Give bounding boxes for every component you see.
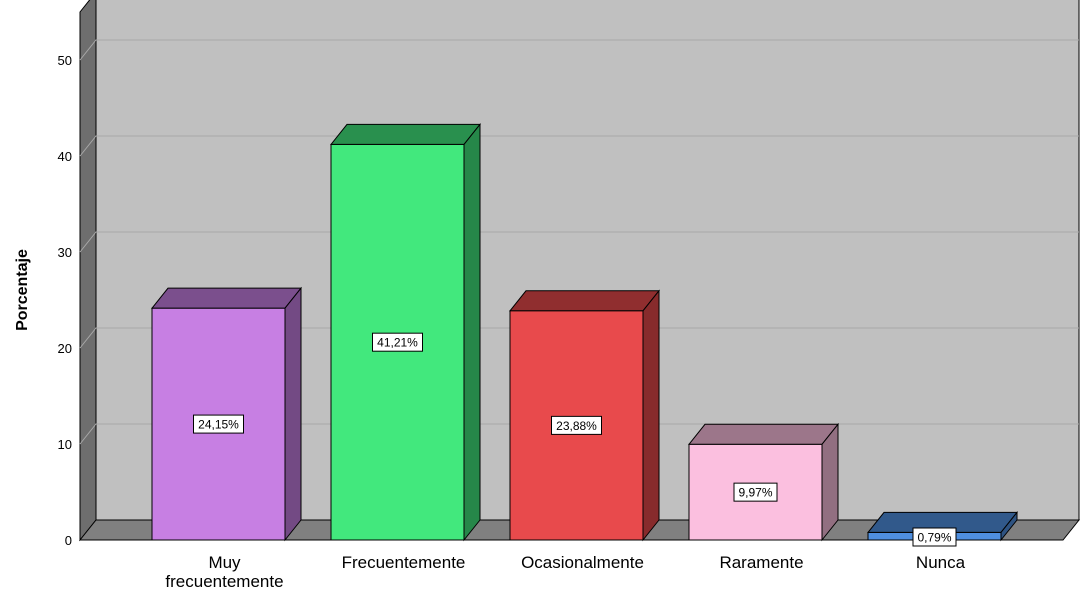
x-tick-label: Frecuentemente	[342, 553, 466, 572]
data-label: 23,88%	[556, 419, 597, 433]
bar-side	[284, 286, 302, 542]
x-tick-label: Nunca	[916, 553, 966, 572]
data-label: 0,79%	[917, 531, 951, 545]
y-tick-label: 0	[65, 533, 72, 548]
gridline	[79, 327, 1079, 349]
bar-top	[687, 423, 840, 445]
y-tick-label: 50	[58, 53, 72, 68]
gridline	[79, 135, 1079, 157]
y-tick-label: 10	[58, 437, 72, 452]
y-tick-label: 20	[58, 341, 72, 356]
bar-top	[150, 287, 303, 309]
gridline	[79, 231, 1079, 253]
bar-side	[463, 122, 481, 542]
data-label: 9,97%	[738, 486, 772, 500]
plot-side-wall	[79, 0, 97, 542]
bar-top	[508, 290, 661, 312]
y-tick-label: 40	[58, 149, 72, 164]
y-tick-label: 30	[58, 245, 72, 260]
data-label-box	[912, 527, 957, 547]
bar	[150, 286, 303, 542]
data-label-box	[733, 482, 778, 502]
bar	[329, 122, 482, 542]
data-label: 41,21%	[377, 336, 418, 350]
bar	[687, 422, 840, 542]
y-axis-title: Porcentaje	[14, 249, 31, 331]
x-tick-label: Muy frecuentemente	[165, 553, 283, 591]
data-label-box	[193, 414, 244, 434]
data-label-box	[372, 332, 423, 352]
data-label-box	[551, 415, 602, 435]
bar-top	[329, 123, 482, 145]
x-tick-label: Ocasionalmente	[521, 553, 644, 572]
bar	[508, 289, 661, 542]
data-label: 24,15%	[198, 418, 239, 432]
bar-side	[821, 422, 839, 542]
bar-side	[1000, 510, 1018, 542]
gridline	[79, 39, 1079, 61]
bar-side	[642, 289, 660, 542]
x-tick-label: Raramente	[719, 553, 803, 572]
